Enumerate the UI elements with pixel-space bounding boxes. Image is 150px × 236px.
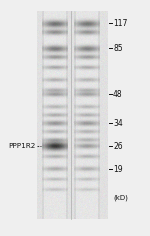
Text: 34: 34 [113,119,123,128]
Text: 48: 48 [113,90,123,99]
Text: 85: 85 [113,44,123,53]
Text: 117: 117 [113,19,127,28]
Text: (kD): (kD) [113,195,128,202]
Text: PPP1R2: PPP1R2 [8,143,36,149]
Text: 19: 19 [113,164,123,174]
Text: 26: 26 [113,142,123,151]
